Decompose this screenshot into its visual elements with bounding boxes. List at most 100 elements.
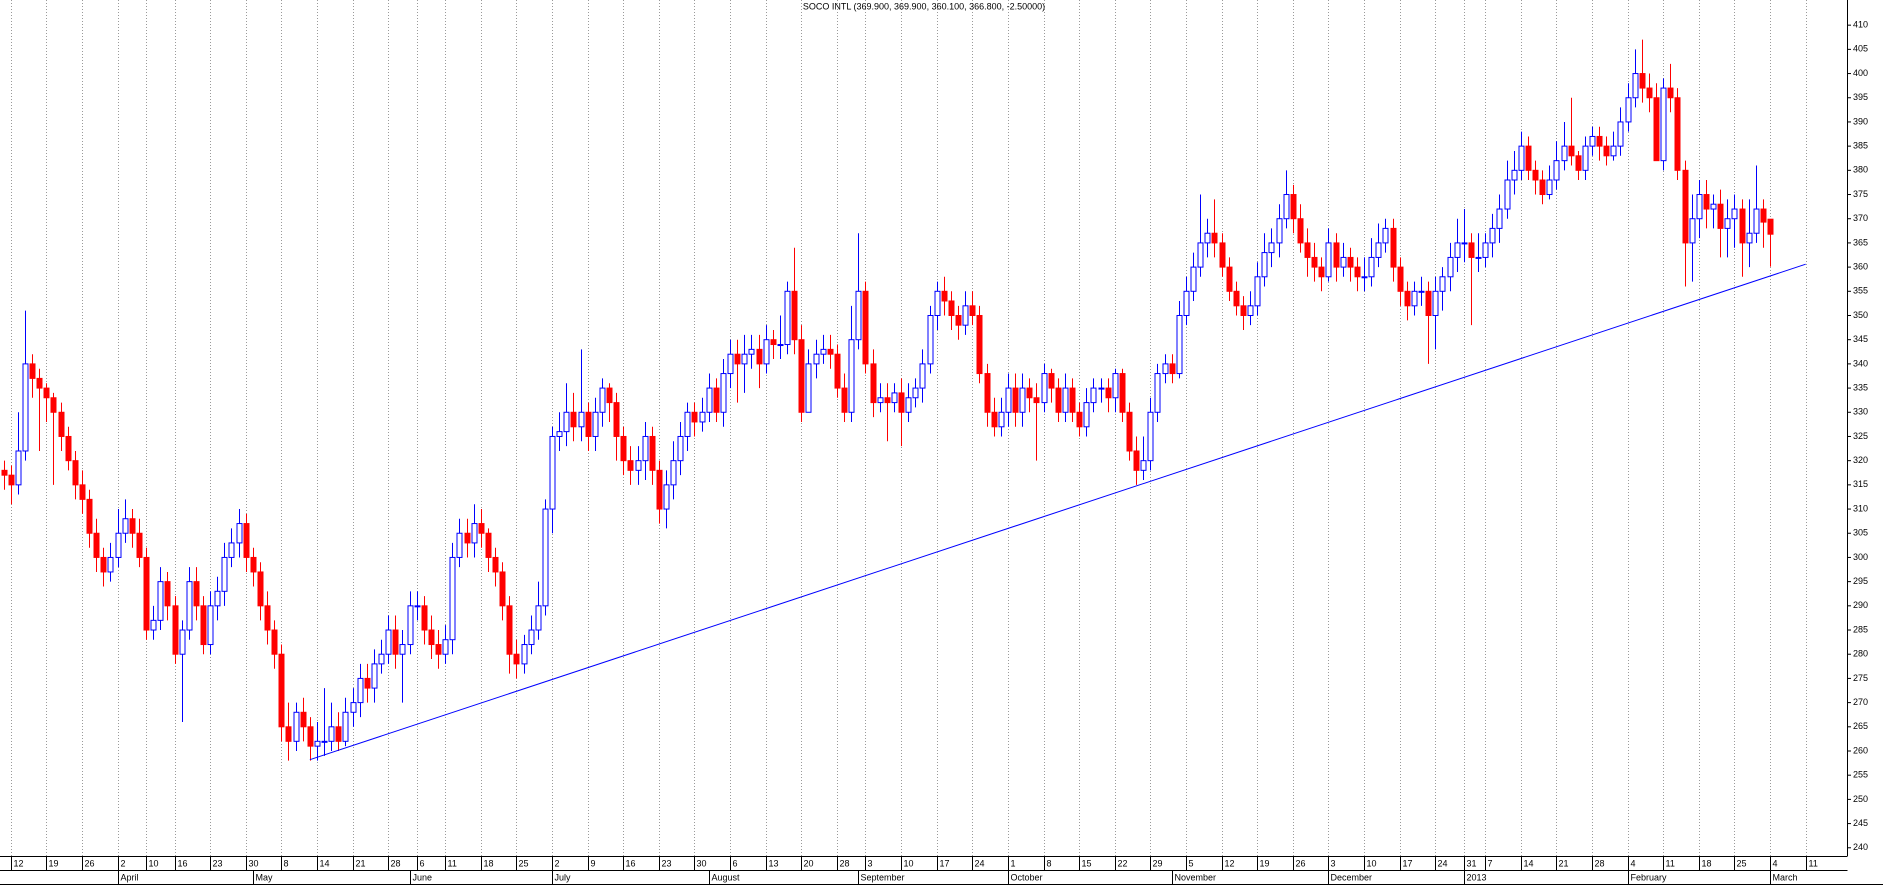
candle-body — [570, 411, 577, 428]
candle-body — [1183, 290, 1190, 316]
candle-body — [727, 353, 734, 375]
candle-body — [107, 556, 114, 573]
candle-body — [677, 435, 684, 462]
candle-body — [1468, 242, 1475, 258]
candle-body — [1568, 145, 1575, 157]
candle-body — [1247, 305, 1254, 316]
x-tick-label: 4 — [1631, 858, 1636, 868]
candle-body — [236, 523, 243, 544]
candle-body — [563, 411, 570, 433]
y-tick-label: 250 — [1853, 794, 1868, 804]
candle-body — [72, 460, 79, 486]
month-label: November — [1175, 872, 1217, 882]
x-tick-label: 25 — [519, 858, 529, 868]
x-tick-label: 30 — [697, 858, 707, 868]
x-tick-label: 11 — [448, 858, 457, 868]
x-tick-label: 18 — [484, 858, 494, 868]
x-tick-label: 9 — [591, 858, 596, 868]
x-tick-label: 3 — [1331, 858, 1336, 868]
candle-body — [1162, 363, 1169, 375]
candle-body — [172, 605, 179, 655]
y-tick-label: 260 — [1853, 745, 1868, 755]
candle-body — [1390, 227, 1397, 268]
candle-body — [1226, 266, 1233, 292]
candle-body — [1062, 387, 1069, 413]
candle-body — [257, 571, 264, 607]
candle-body — [264, 605, 271, 631]
trend-line — [309, 263, 1806, 761]
candle-body — [1055, 387, 1062, 413]
x-tick-label: 21 — [356, 858, 366, 868]
candle-body — [449, 556, 456, 641]
candle-body — [1397, 266, 1404, 292]
y-tick-label: 385 — [1853, 141, 1868, 151]
candle-body — [834, 353, 841, 389]
candle-body — [969, 305, 976, 316]
x-tick-label: 24 — [975, 858, 985, 868]
candle-body — [862, 290, 869, 365]
x-tick-label: 12 — [1225, 858, 1235, 868]
candle-body — [186, 581, 193, 631]
candle-body — [663, 484, 670, 510]
month-label: May — [256, 872, 274, 882]
y-tick-label: 280 — [1853, 649, 1868, 659]
candle-body — [1204, 232, 1211, 244]
candle-body — [1041, 373, 1048, 404]
y-tick-label: 390 — [1853, 116, 1868, 126]
candle-body — [813, 353, 820, 365]
candle-body — [706, 387, 713, 413]
candle-body — [321, 740, 328, 743]
candle-body — [278, 653, 285, 728]
candle-body — [1090, 387, 1097, 404]
candle-body — [642, 435, 649, 462]
candle-body — [884, 397, 891, 404]
candle-body — [955, 314, 962, 326]
x-tick-label: 8 — [1047, 858, 1052, 868]
candle-body — [364, 677, 371, 689]
candle-body — [1404, 290, 1411, 307]
month-label: September — [861, 872, 905, 882]
candle-body — [1617, 121, 1624, 147]
y-tick-label: 370 — [1853, 213, 1868, 223]
candle-body — [1653, 97, 1660, 162]
candle-body — [734, 353, 741, 365]
x-tick-label: 2 — [121, 858, 126, 868]
candle-body — [506, 605, 513, 655]
candle-body — [1603, 145, 1610, 157]
candle-body — [1632, 73, 1639, 99]
x-tick-label: 26 — [85, 858, 95, 868]
candle-body — [1368, 256, 1375, 278]
candle-body — [535, 605, 542, 631]
month-label: March — [1773, 872, 1798, 882]
candle-body — [86, 498, 93, 534]
candle-body — [1076, 411, 1083, 428]
candle-body — [314, 740, 321, 747]
candle-body — [1347, 256, 1354, 268]
candle-body — [948, 300, 955, 316]
candle-body — [1518, 145, 1525, 171]
candle-body — [1553, 160, 1560, 181]
candle-body — [357, 677, 364, 704]
candle-body — [115, 532, 122, 558]
candle-body — [478, 523, 485, 534]
x-tick-label: 21 — [1559, 858, 1569, 868]
candle-body — [627, 460, 634, 471]
candle-body — [29, 363, 36, 379]
candle-body — [1596, 135, 1603, 147]
x-tick-label: 16 — [178, 858, 188, 868]
candle-body — [1710, 203, 1717, 210]
y-tick-label: 380 — [1853, 165, 1868, 175]
candle-body — [891, 392, 898, 404]
y-tick-label: 245 — [1853, 818, 1868, 828]
candle-body — [1290, 194, 1297, 220]
candle-body — [1689, 218, 1696, 244]
candle-body — [1098, 387, 1105, 390]
candle-body — [1475, 256, 1482, 259]
y-tick-label: 360 — [1853, 261, 1868, 271]
month-label: July — [555, 872, 572, 882]
candle-body — [684, 411, 691, 437]
candle-body — [991, 411, 998, 428]
x-tick-label: 7 — [1488, 858, 1493, 868]
candle-body — [300, 711, 307, 728]
